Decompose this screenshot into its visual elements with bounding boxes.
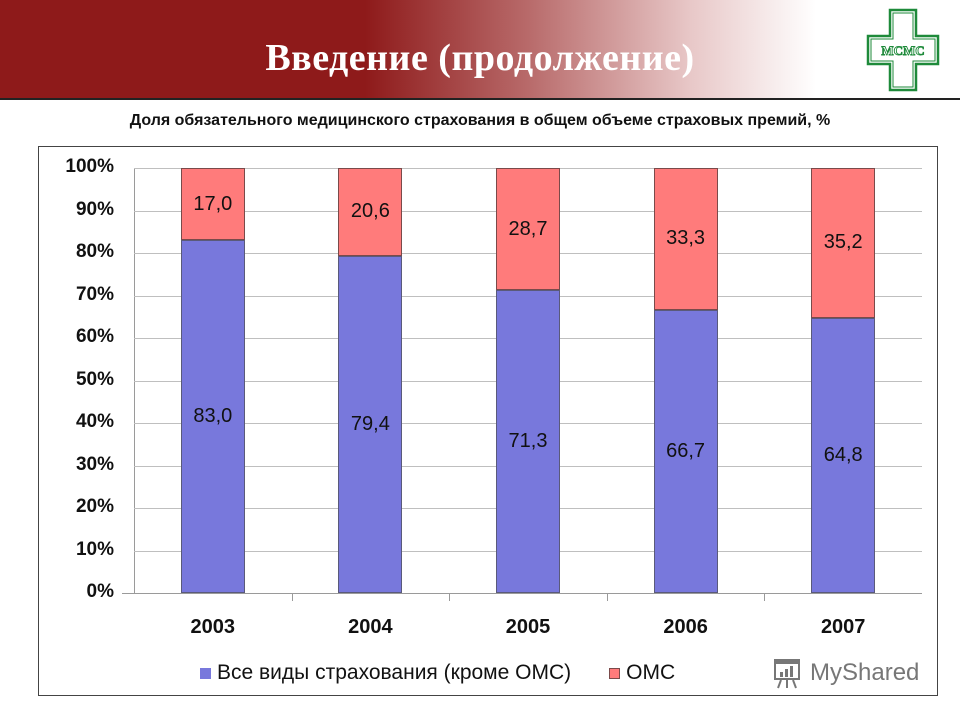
y-tick-label: 50%	[75, 368, 114, 390]
x-tick	[291, 593, 293, 601]
y-tick-label: 0%	[86, 581, 114, 602]
y-axis-labels: 0% 10% 20% 30% 40% 50% 60% 70% 80% 90% 100%	[0, 156, 114, 602]
data-label: 83,0	[193, 405, 233, 428]
bar-segment-other: 64,8	[811, 317, 876, 593]
data-label: 35,2	[823, 231, 863, 254]
bar-segment-other: 79,4	[338, 255, 403, 593]
data-label: 71,3	[508, 429, 548, 452]
x-tick	[449, 593, 451, 601]
watermark: MyShared	[770, 656, 919, 690]
legend-swatch-red-icon	[609, 667, 621, 679]
bar-segment-oms: 35,2	[811, 168, 876, 318]
y-tick-label: 80%	[75, 241, 114, 262]
bar-segment-other: 83,0	[180, 240, 245, 593]
x-tick-label: 2006	[663, 616, 708, 638]
slide-title: Введение (продолжение)	[265, 37, 695, 79]
x-tick-label: 2003	[190, 616, 236, 638]
y-tick-label: 20%	[75, 496, 114, 517]
bar-segment-oms: 28,7	[496, 168, 560, 290]
y-tick-label: 60%	[75, 326, 114, 347]
legend-item-oms: ОМС	[609, 661, 675, 685]
data-label: 28,7	[508, 217, 548, 240]
bar-2003: 83,0 17,0	[180, 168, 245, 593]
x-tick-label: 2004	[348, 616, 393, 638]
bar-2007: 64,8 35,2	[811, 168, 876, 593]
data-label: 64,8	[823, 443, 863, 466]
bar-segment-oms: 33,3	[653, 168, 718, 310]
bar-segment-oms: 17,0	[180, 168, 245, 241]
legend-item-other-insurance: Все виды страхования (кроме ОМС)	[200, 661, 571, 685]
legend-label: ОМС	[626, 661, 676, 684]
y-tick-label: 90%	[75, 198, 114, 220]
legend: Все виды страхования (кроме ОМС) ОМС	[200, 660, 713, 686]
bar-2006: 66,7 33,3	[653, 168, 718, 593]
y-tick-label: 100%	[65, 156, 114, 177]
watermark-text: MyShared	[810, 659, 920, 686]
chart-title: Доля обязательного медицинского страхова…	[129, 112, 831, 129]
y-tick-label: 40%	[75, 411, 114, 432]
bar-segment-oms: 20,6	[338, 168, 403, 256]
x-tick	[764, 593, 766, 601]
data-label: 66,7	[666, 439, 706, 462]
slide-header: Введение (продолжение) МСМС	[0, 0, 960, 100]
y-tick-label: 30%	[75, 453, 114, 475]
legend-swatch-blue-icon	[200, 667, 211, 679]
svg-text:МСМС: МСМС	[881, 43, 924, 58]
plot-area: 83,0 17,0 79,4 20,6 71,3 28,7 66,7 33,3 64,8 35,2	[122, 168, 922, 601]
y-tick-label: 10%	[75, 538, 114, 560]
legend-label: Все виды страхования (кроме ОМС)	[217, 661, 572, 684]
bar-2004: 79,4 20,6	[338, 168, 403, 593]
bar-segment-other: 71,3	[496, 289, 560, 593]
x-tick	[606, 593, 608, 601]
x-tick-label: 2005	[505, 616, 551, 638]
bar-segment-other: 66,7	[653, 309, 718, 593]
data-label: 33,3	[666, 227, 706, 250]
medical-cross-logo-icon: МСМС	[866, 8, 940, 92]
y-tick-label: 70%	[75, 283, 114, 305]
presentation-board-icon	[774, 659, 800, 689]
x-tick-label: 2007	[820, 616, 866, 638]
bar-2005: 71,3 28,7	[496, 168, 560, 593]
data-label: 79,4	[350, 412, 390, 435]
x-axis-line	[122, 593, 922, 594]
data-label: 20,6	[350, 200, 390, 223]
data-label: 17,0	[193, 192, 233, 215]
